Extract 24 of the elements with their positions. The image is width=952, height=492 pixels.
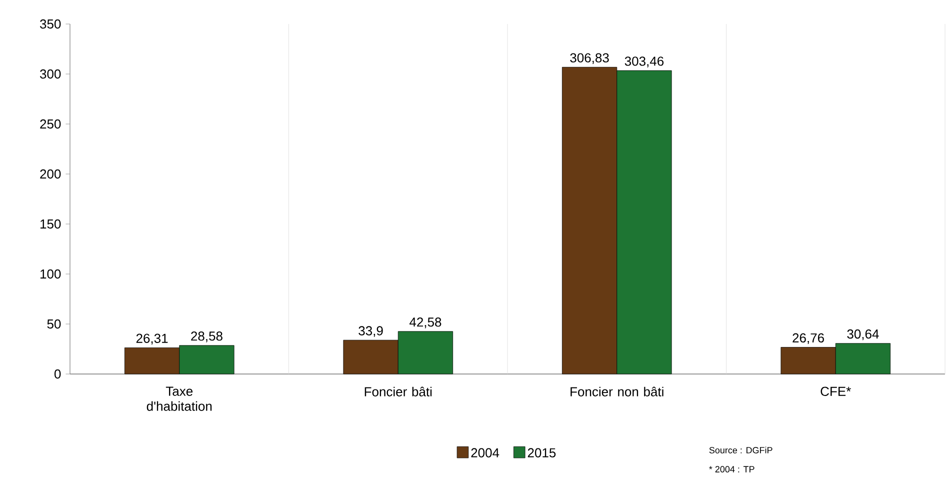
data-label: 26,76 (792, 333, 824, 344)
x-tick-label: CFE* (820, 386, 851, 396)
legend-label: 2004 (471, 448, 500, 458)
y-tick-label: 350 (40, 19, 61, 29)
data-label: 28,58 (191, 331, 222, 342)
data-label: 26,31 (136, 334, 168, 344)
data-label: 42,58 (410, 317, 442, 328)
source-note: Source : DGFiP (709, 446, 772, 454)
data-label: 303,46 (624, 56, 664, 68)
y-tick-label: 200 (40, 169, 61, 179)
x-tick-label: Taxe d'habitation (146, 386, 212, 411)
y-tick-label: 150 (40, 219, 61, 229)
data-label: 30,64 (847, 329, 879, 340)
y-tick-label: 300 (40, 69, 61, 79)
text: * 2004 : TP (709, 466, 754, 472)
y-tick-label: 50 (47, 319, 61, 329)
y-tick-label: 0 (54, 369, 61, 379)
data-label: 33,9 (358, 326, 383, 337)
legend-label: 2015 (528, 448, 556, 458)
y-tick-label: 100 (40, 269, 61, 279)
data-label: 306,83 (570, 53, 609, 64)
x-tick-label: Foncier bâti (364, 386, 432, 396)
x-tick-label: Foncier non bâti (570, 386, 664, 396)
y-tick-label: 250 (40, 119, 61, 129)
